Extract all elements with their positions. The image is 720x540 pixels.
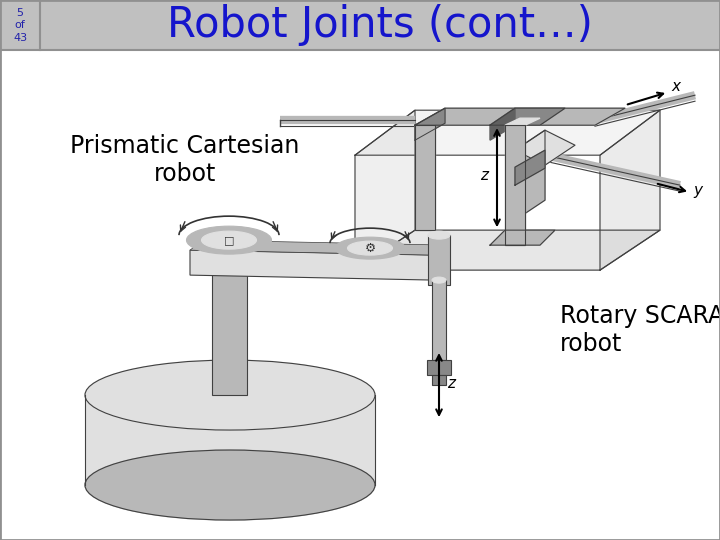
- Ellipse shape: [202, 231, 256, 249]
- Bar: [432, 280, 446, 360]
- Polygon shape: [515, 130, 575, 165]
- Text: z: z: [480, 168, 488, 183]
- Polygon shape: [490, 108, 515, 140]
- Polygon shape: [415, 125, 435, 230]
- Polygon shape: [355, 230, 660, 270]
- Text: Robot Joints (cont…): Robot Joints (cont…): [167, 4, 593, 46]
- Polygon shape: [415, 108, 445, 140]
- Ellipse shape: [186, 226, 271, 254]
- Ellipse shape: [85, 360, 375, 430]
- Polygon shape: [355, 110, 415, 270]
- Ellipse shape: [432, 277, 446, 283]
- Bar: [212, 265, 247, 395]
- Ellipse shape: [335, 237, 405, 259]
- Polygon shape: [432, 375, 446, 385]
- Polygon shape: [515, 150, 545, 185]
- Polygon shape: [600, 110, 660, 270]
- Text: Rotary SCARA
robot: Rotary SCARA robot: [560, 304, 720, 356]
- Ellipse shape: [85, 450, 375, 520]
- Text: □: □: [224, 235, 234, 245]
- Ellipse shape: [212, 259, 246, 271]
- Ellipse shape: [348, 241, 392, 255]
- Polygon shape: [515, 130, 545, 220]
- Polygon shape: [490, 230, 555, 245]
- Polygon shape: [505, 118, 540, 125]
- Ellipse shape: [428, 231, 450, 239]
- Polygon shape: [85, 395, 375, 485]
- Polygon shape: [190, 240, 448, 255]
- Polygon shape: [355, 110, 660, 155]
- Polygon shape: [190, 250, 435, 280]
- Text: y: y: [693, 183, 702, 198]
- Text: 5
of
43: 5 of 43: [13, 8, 27, 43]
- Bar: [428, 235, 450, 285]
- Polygon shape: [490, 108, 565, 125]
- Polygon shape: [415, 108, 625, 125]
- Polygon shape: [427, 360, 451, 375]
- Text: z: z: [447, 376, 455, 391]
- Polygon shape: [505, 125, 525, 245]
- Text: x: x: [671, 79, 680, 94]
- Text: ⚙: ⚙: [364, 241, 376, 255]
- Text: Prismatic Cartesian
robot: Prismatic Cartesian robot: [71, 134, 300, 186]
